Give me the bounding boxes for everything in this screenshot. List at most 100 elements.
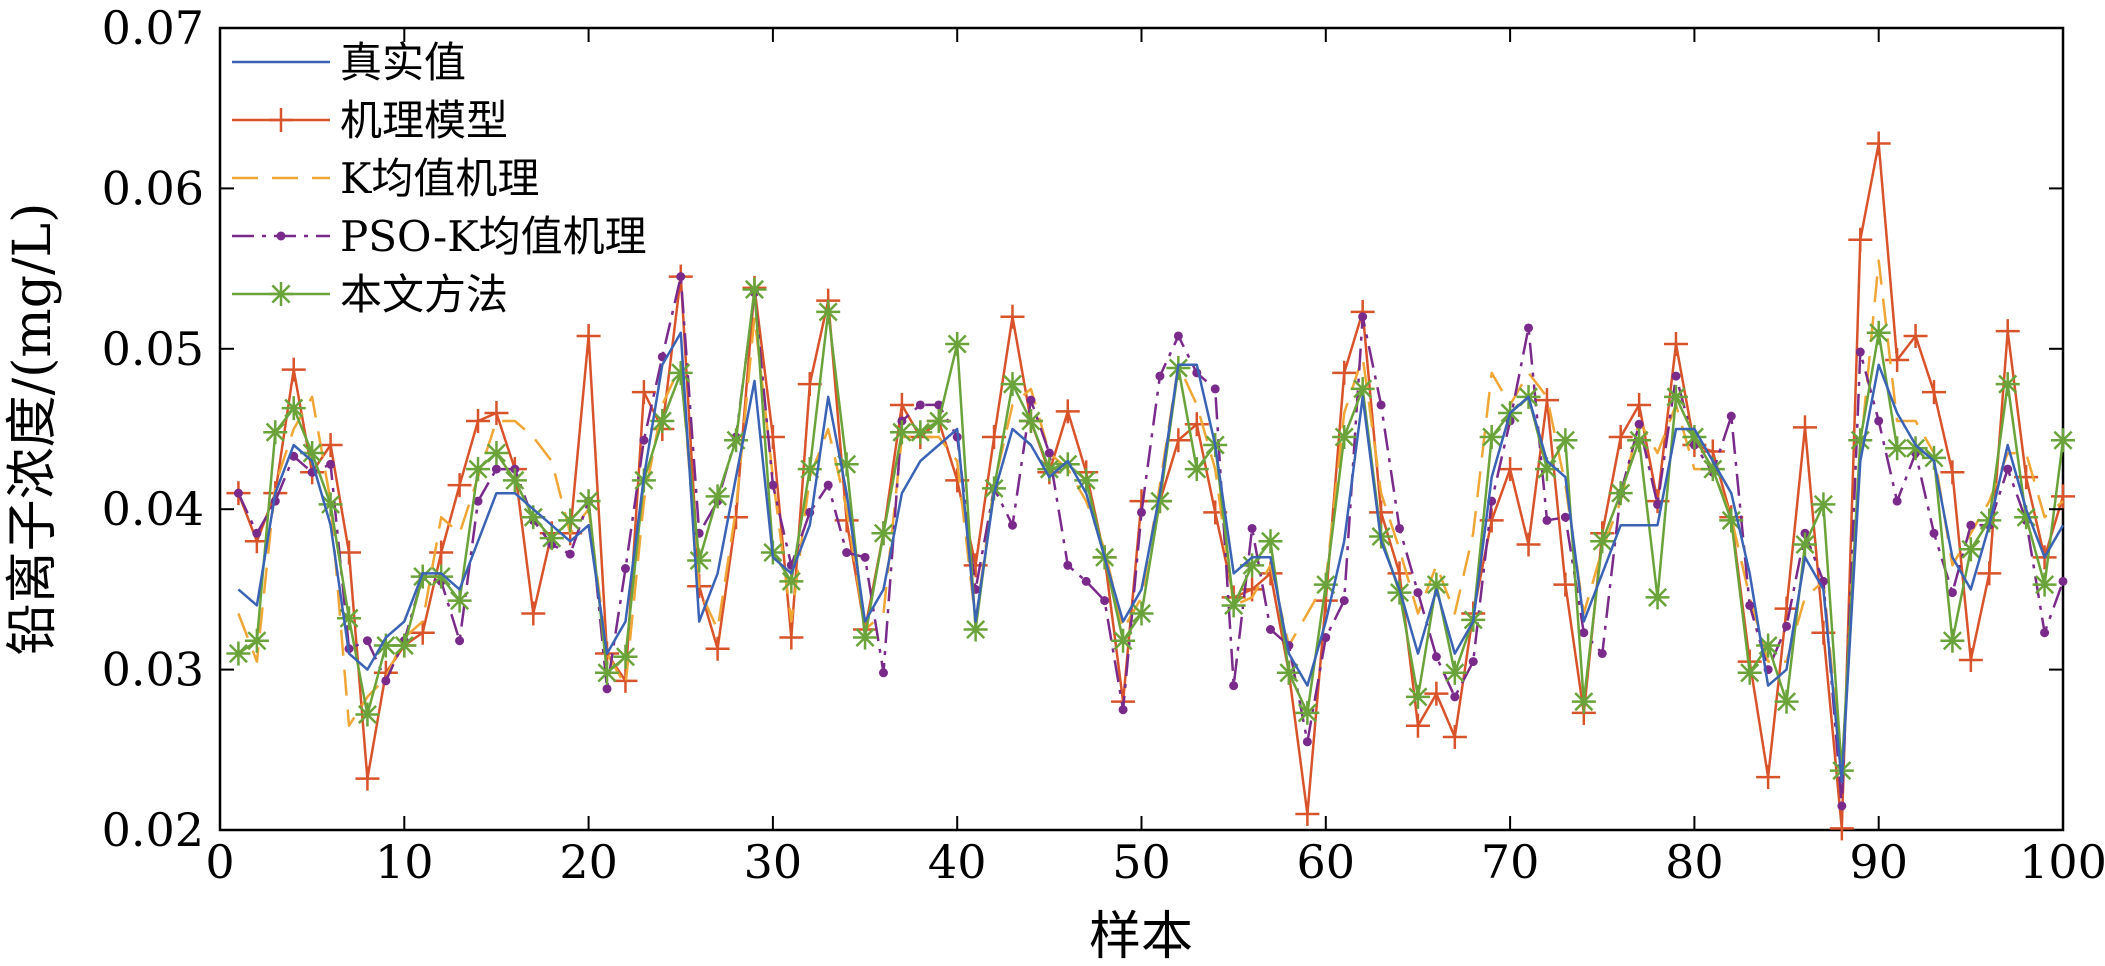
y-tick-label: 0.05 — [102, 322, 204, 376]
marker-dot — [1892, 496, 1902, 506]
marker-asterisk — [1147, 489, 1172, 514]
marker-asterisk — [558, 508, 583, 533]
marker-dot — [1524, 323, 1534, 333]
marker-asterisk — [889, 420, 914, 445]
marker-dot — [2003, 464, 2013, 474]
legend-label: K均值机理 — [340, 154, 539, 203]
marker-dot — [473, 496, 483, 506]
x-tick-label: 30 — [744, 835, 803, 889]
marker-asterisk — [1018, 408, 1043, 433]
x-axis-title: 样本 — [1089, 907, 1193, 966]
marker-plus — [1608, 425, 1633, 450]
marker-asterisk — [1350, 376, 1375, 401]
marker-asterisk — [1627, 428, 1652, 453]
series-layer — [226, 131, 2075, 841]
marker-dot — [878, 668, 888, 678]
marker-asterisk — [853, 625, 878, 650]
marker-asterisk — [1295, 700, 1320, 725]
marker-asterisk — [1313, 572, 1338, 597]
marker-dot — [1321, 633, 1331, 643]
x-tick-label: 90 — [1849, 835, 1908, 889]
marker-dot — [1450, 692, 1460, 702]
marker-asterisk — [1479, 425, 1504, 450]
legend-item: PSO-K均值机理 — [232, 212, 647, 261]
marker-asterisk — [1221, 593, 1246, 618]
marker-plus — [1553, 572, 1578, 597]
x-tick-label: 50 — [1112, 835, 1171, 889]
marker-dot — [1247, 523, 1257, 533]
x-tick-label: 100 — [2019, 835, 2105, 889]
marker-asterisk — [2051, 428, 2075, 453]
marker-dot — [1653, 499, 1663, 509]
marker-dot — [1063, 560, 1073, 570]
marker-plus — [779, 625, 804, 650]
x-tick-label: 60 — [1297, 835, 1356, 889]
y-tick-label: 0.06 — [102, 161, 204, 215]
marker-dot — [620, 564, 630, 574]
marker-asterisk — [1958, 537, 1983, 562]
marker-plus — [447, 473, 472, 498]
marker-plus — [1534, 388, 1559, 413]
marker-dot — [1579, 628, 1589, 638]
marker-plus — [1903, 323, 1928, 348]
marker-asterisk — [1866, 320, 1891, 345]
marker-asterisk — [1848, 428, 1873, 453]
y-tick-label: 0.02 — [102, 803, 204, 857]
marker-asterisk — [926, 408, 951, 433]
marker-plus — [1958, 647, 1983, 672]
marker-asterisk — [337, 606, 362, 631]
marker-dot — [1100, 596, 1110, 606]
marker-dot — [491, 464, 501, 474]
legend-label: 真实值 — [340, 38, 466, 87]
marker-asterisk — [1792, 532, 1817, 557]
marker-plus — [576, 323, 601, 348]
marker-plus — [484, 400, 509, 425]
marker-asterisk — [816, 299, 841, 324]
marker-plus — [1498, 457, 1523, 482]
marker-plus — [1921, 380, 1946, 405]
marker-plus — [410, 620, 435, 645]
marker-asterisk — [945, 331, 970, 356]
marker-dot — [381, 676, 391, 686]
marker-dot — [1376, 400, 1386, 410]
marker-asterisk — [1645, 585, 1670, 610]
marker-asterisk — [484, 441, 509, 466]
marker-asterisk — [1276, 660, 1301, 685]
marker-dot — [1413, 588, 1423, 598]
marker-asterisk — [1405, 684, 1430, 709]
marker-asterisk — [1737, 660, 1762, 685]
marker-dot — [1395, 523, 1405, 533]
marker-plus — [705, 636, 730, 661]
marker-dot — [565, 549, 575, 559]
x-tick-label: 10 — [375, 835, 434, 889]
marker-dot — [860, 552, 870, 562]
marker-asterisk — [355, 702, 380, 727]
marker-asterisk — [1553, 428, 1578, 453]
y-tick-label: 0.04 — [102, 482, 204, 536]
marker-dot — [1137, 507, 1146, 517]
marker-plus — [1829, 816, 1854, 841]
marker-dot — [1173, 331, 1183, 341]
marker-plus — [1774, 596, 1799, 621]
marker-dot — [1210, 384, 1220, 394]
x-tick-label: 0 — [205, 835, 234, 889]
marker-dot — [1431, 652, 1441, 662]
marker-dot — [1358, 312, 1368, 322]
marker-dot — [2058, 576, 2068, 586]
marker-dot — [1302, 737, 1312, 747]
y-axis-title: 铅离子浓度/(mg/L) — [3, 203, 63, 656]
marker-dot — [676, 272, 686, 282]
marker-asterisk — [1995, 372, 2020, 397]
marker-asterisk — [1129, 601, 1154, 626]
marker-asterisk — [318, 492, 343, 517]
marker-plus — [1295, 801, 1320, 826]
marker-dot — [1671, 371, 1681, 381]
marker-asterisk — [1074, 468, 1099, 493]
marker-asterisk — [1921, 445, 1946, 470]
marker-plus — [1995, 319, 2020, 344]
legend-label: 本文方法 — [340, 270, 508, 319]
marker-asterisk — [226, 641, 251, 666]
marker-dot — [252, 528, 262, 538]
tick-layer: 0 10 20 30 40 50 60 70 80 90 100 0.02 0.03 0.04 0.05 0.… — [102, 1, 2105, 889]
